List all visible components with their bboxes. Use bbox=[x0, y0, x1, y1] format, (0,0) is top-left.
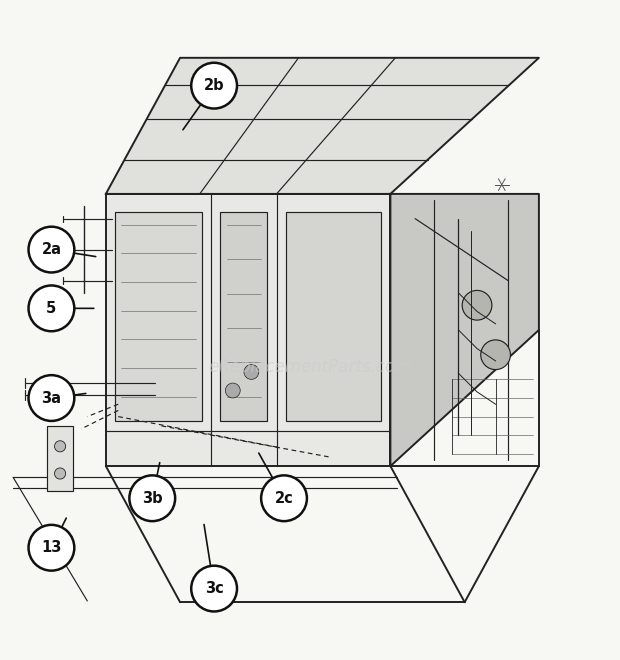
Circle shape bbox=[226, 383, 240, 398]
Circle shape bbox=[244, 364, 259, 380]
Circle shape bbox=[29, 375, 74, 421]
Text: 3c: 3c bbox=[205, 581, 223, 596]
Circle shape bbox=[462, 290, 492, 320]
FancyBboxPatch shape bbox=[115, 213, 202, 422]
Text: 2c: 2c bbox=[275, 491, 293, 506]
Circle shape bbox=[191, 63, 237, 108]
Polygon shape bbox=[391, 194, 539, 466]
Circle shape bbox=[29, 226, 74, 273]
FancyBboxPatch shape bbox=[286, 213, 381, 422]
Circle shape bbox=[191, 566, 237, 611]
FancyBboxPatch shape bbox=[47, 426, 73, 491]
Circle shape bbox=[55, 468, 66, 479]
Circle shape bbox=[261, 475, 307, 521]
Text: 3a: 3a bbox=[42, 391, 61, 405]
FancyBboxPatch shape bbox=[221, 213, 267, 422]
Circle shape bbox=[480, 340, 510, 370]
Polygon shape bbox=[106, 58, 539, 194]
Text: eReplacementParts.com: eReplacementParts.com bbox=[208, 358, 412, 376]
Text: 5: 5 bbox=[46, 301, 56, 316]
Circle shape bbox=[29, 286, 74, 331]
Text: 3b: 3b bbox=[142, 491, 162, 506]
Polygon shape bbox=[106, 194, 391, 466]
Circle shape bbox=[29, 525, 74, 571]
Circle shape bbox=[55, 441, 66, 452]
Text: 13: 13 bbox=[42, 541, 61, 555]
Text: 2b: 2b bbox=[204, 78, 224, 93]
Circle shape bbox=[130, 475, 175, 521]
Text: 2a: 2a bbox=[42, 242, 61, 257]
